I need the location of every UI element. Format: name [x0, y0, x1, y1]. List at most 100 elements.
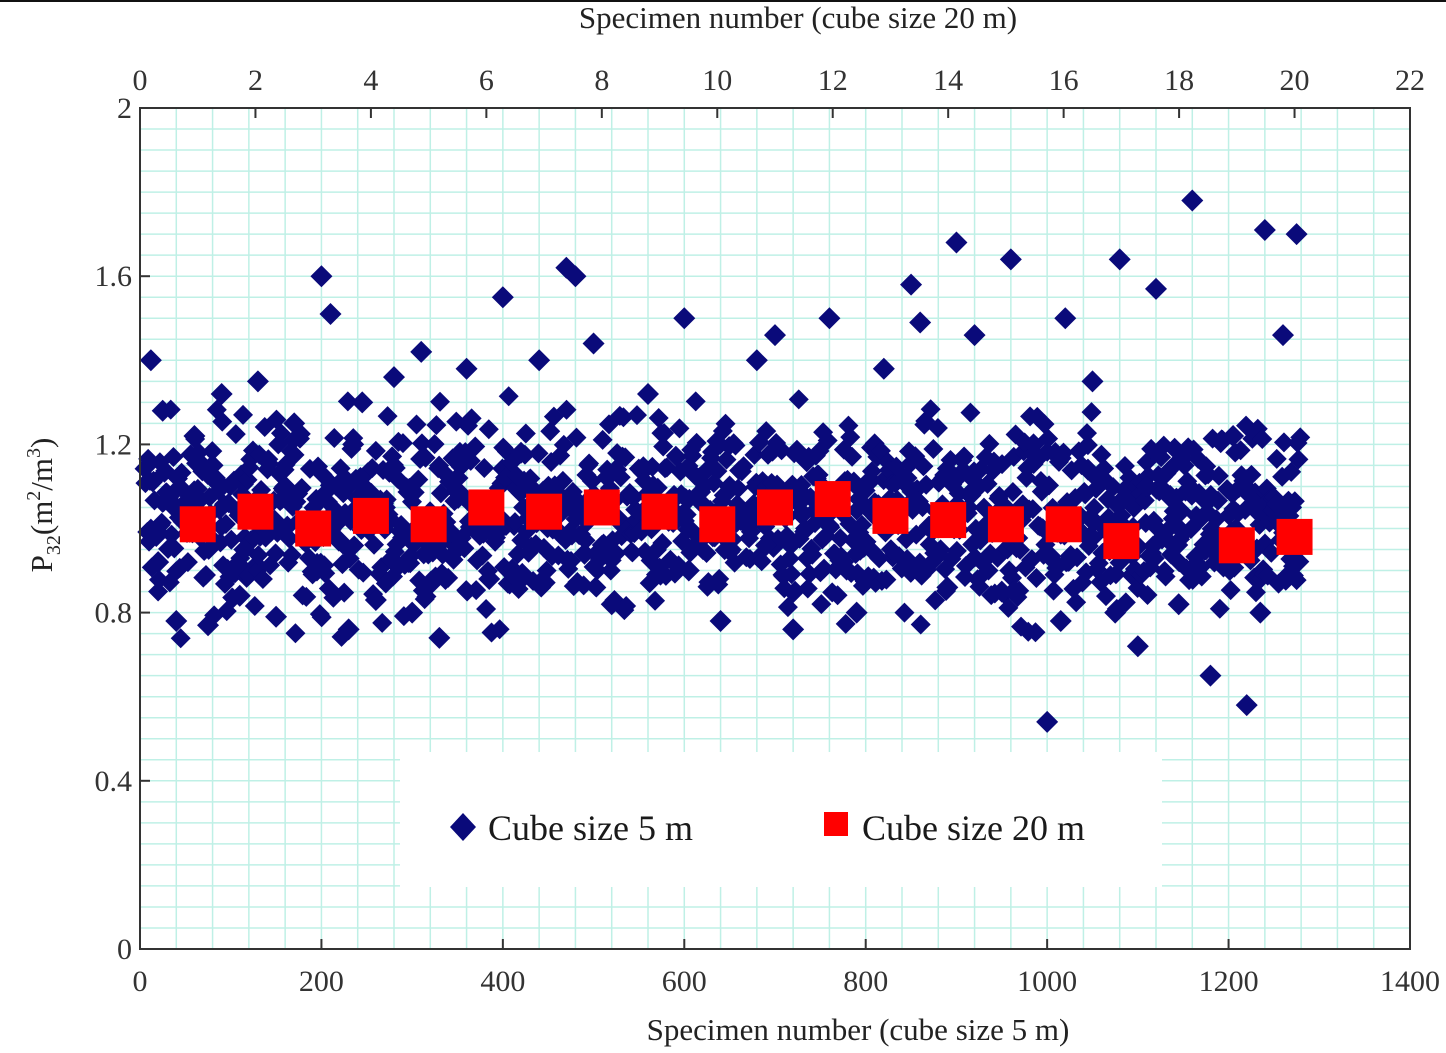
- point-5m-cloud: [1289, 551, 1310, 572]
- point-5m-cloud: [454, 538, 475, 559]
- point-5m-cloud: [1076, 423, 1097, 444]
- point-5m-cloud: [685, 391, 706, 412]
- point-5m: [1194, 538, 1217, 561]
- point-5m: [139, 349, 162, 372]
- point-5m: [1167, 593, 1190, 616]
- x-axis-bottom: 0 200 400 600 800 1000 1200 1400: [133, 939, 1440, 998]
- point-5m-cloud: [430, 391, 451, 412]
- point-5m: [351, 391, 374, 414]
- point-5m-cloud: [969, 576, 990, 597]
- x2-tick-label: 6: [479, 64, 494, 97]
- point-5m-cloud: [171, 462, 192, 483]
- point-5m: [845, 601, 868, 624]
- point-5m: [305, 559, 328, 582]
- point-5m-cloud: [334, 582, 355, 603]
- point-20m: [179, 506, 216, 543]
- x2-axis-title: Specimen number (cube size 20 m): [579, 0, 1017, 35]
- point-5m-cloud: [164, 538, 185, 559]
- point-5m-cloud: [802, 544, 823, 565]
- point-5m-cloud: [1191, 566, 1212, 587]
- point-5m: [1076, 458, 1099, 481]
- point-5m: [147, 551, 170, 574]
- point-20m: [1218, 527, 1255, 564]
- point-5m-cloud: [916, 474, 937, 495]
- point-5m-cloud: [161, 524, 182, 545]
- point-5m-cloud: [1284, 491, 1305, 512]
- point-5m-cloud: [715, 413, 736, 434]
- legend-box: [400, 752, 1162, 887]
- point-5m: [1272, 324, 1294, 347]
- x-tick-label: 200: [299, 965, 344, 998]
- point-5m: [491, 286, 514, 309]
- point-5m: [1104, 601, 1127, 624]
- legend-square-marker: [824, 812, 848, 836]
- point-20m: [468, 489, 505, 526]
- point-5m: [151, 399, 174, 422]
- point-5m-cloud: [478, 419, 499, 440]
- point-5m-cloud: [465, 436, 486, 457]
- point-5m-cloud: [581, 471, 602, 492]
- x-tick-label: 1200: [1199, 965, 1259, 998]
- point-5m-cloud: [979, 433, 1000, 454]
- point-5m-cloud: [1290, 427, 1311, 448]
- point-5m-cloud: [1002, 482, 1023, 503]
- y-tick-label: 0: [117, 933, 132, 966]
- point-5m-cloud: [653, 436, 674, 457]
- point-5m-cloud: [337, 391, 358, 412]
- point-5m: [963, 324, 986, 347]
- x2-tick-label: 2: [248, 64, 263, 97]
- point-5m-cloud: [1252, 428, 1273, 449]
- point-5m-cloud: [221, 529, 242, 550]
- point-5m-cloud: [954, 446, 975, 467]
- point-5m: [364, 588, 387, 611]
- y-tick-label: 1.6: [95, 260, 133, 293]
- point-5m-cloud: [842, 446, 863, 467]
- point-5m: [795, 450, 818, 473]
- y-title-sup1: 2: [23, 491, 45, 501]
- point-5m-cloud: [1144, 548, 1165, 569]
- point-5m: [183, 424, 206, 447]
- point-5m-cloud: [707, 461, 728, 482]
- point-20m: [352, 497, 389, 534]
- point-5m-cloud: [1084, 497, 1105, 518]
- point-5m-cloud: [615, 447, 636, 468]
- x2-tick-label: 0: [133, 64, 148, 97]
- point-5m-cloud: [1209, 598, 1230, 619]
- point-20m: [295, 510, 332, 547]
- point-5m-cloud: [1043, 580, 1064, 601]
- point-5m-cloud: [814, 558, 835, 579]
- point-5m: [1199, 664, 1222, 687]
- point-5m-cloud: [923, 439, 944, 460]
- point-5m: [383, 366, 405, 389]
- point-5m-cloud: [438, 567, 459, 588]
- point-5m: [872, 357, 895, 380]
- point-5m-cloud: [151, 512, 172, 533]
- point-5m: [283, 412, 306, 435]
- point-5m-cloud: [927, 417, 948, 438]
- point-5m-cloud: [552, 470, 573, 491]
- point-5m: [637, 382, 659, 405]
- point-5m-cloud: [233, 404, 254, 425]
- point-5m: [310, 265, 333, 288]
- point-5m-cloud: [426, 415, 447, 436]
- point-20m: [699, 506, 736, 543]
- y-axis-title: P32(m2/m3): [23, 438, 65, 573]
- point-5m-cloud: [851, 514, 872, 535]
- point-5m-cloud: [311, 607, 332, 628]
- y-title-tail: (m: [24, 501, 59, 535]
- y-tick-label: 0.4: [95, 765, 133, 798]
- point-5m-cloud: [1010, 539, 1031, 560]
- point-5m: [478, 567, 501, 590]
- legend-label-5m: Cube size 5 m: [488, 808, 693, 848]
- point-5m-cloud: [1155, 566, 1176, 587]
- point-20m: [987, 506, 1024, 543]
- point-5m-cloud: [1261, 542, 1282, 563]
- point-5m-cloud: [265, 543, 286, 564]
- point-5m-cloud: [910, 614, 931, 635]
- point-5m-cloud: [536, 560, 557, 581]
- point-5m: [1249, 601, 1272, 624]
- point-5m-cloud: [1022, 499, 1043, 520]
- point-5m-cloud: [654, 423, 675, 444]
- point-5m: [455, 357, 478, 380]
- point-5m-cloud: [830, 528, 851, 549]
